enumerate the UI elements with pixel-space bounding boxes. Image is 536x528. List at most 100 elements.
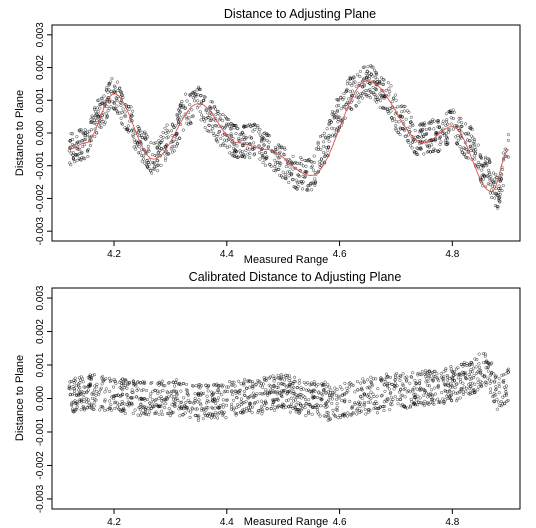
data-point <box>104 116 108 120</box>
data-point <box>130 390 134 394</box>
data-point <box>300 406 304 410</box>
data-point <box>93 384 97 388</box>
y-tick-label: -0.003 <box>35 217 46 246</box>
data-point <box>439 375 443 379</box>
data-point <box>173 397 178 401</box>
data-point <box>239 132 243 136</box>
data-point <box>332 412 336 416</box>
data-point <box>328 390 332 395</box>
data-point <box>266 145 270 149</box>
data-point <box>90 119 94 123</box>
data-point <box>446 375 450 379</box>
data-point <box>117 86 122 91</box>
data-point <box>371 74 375 78</box>
data-point <box>86 154 90 159</box>
data-point <box>486 360 490 364</box>
data-point <box>419 122 423 126</box>
data-point <box>406 133 410 137</box>
data-point <box>261 153 265 158</box>
data-point <box>484 381 488 385</box>
data-point <box>493 388 498 392</box>
data-point <box>143 397 147 401</box>
data-point <box>298 392 302 396</box>
data-point <box>450 375 454 379</box>
data-point <box>271 398 276 402</box>
data-point <box>319 147 323 152</box>
data-point <box>480 168 484 172</box>
data-point <box>489 175 493 179</box>
data-point <box>484 155 488 159</box>
data-point <box>436 384 440 388</box>
data-point <box>197 383 201 387</box>
data-point <box>334 415 338 419</box>
data-point <box>119 116 123 120</box>
data-point <box>489 387 493 391</box>
data-point <box>407 140 411 145</box>
data-point <box>119 121 124 125</box>
data-point <box>499 400 503 404</box>
data-point <box>275 147 279 151</box>
data-point <box>198 110 202 114</box>
data-point <box>238 139 242 143</box>
data-point <box>303 158 307 163</box>
data-point <box>163 384 167 388</box>
data-point <box>492 392 496 396</box>
data-point <box>140 135 144 139</box>
data-point <box>131 109 135 113</box>
data-point <box>332 134 336 138</box>
data-point <box>217 391 221 395</box>
data-point <box>497 384 501 389</box>
data-point <box>385 382 390 386</box>
data-point <box>234 406 239 410</box>
data-point <box>277 382 281 386</box>
data-point <box>468 370 472 374</box>
data-point <box>353 80 357 84</box>
data-point <box>224 398 228 402</box>
data-point <box>100 382 104 386</box>
data-point <box>145 388 149 393</box>
data-point <box>183 411 187 415</box>
data-point <box>422 152 426 156</box>
data-point <box>288 165 292 169</box>
data-point <box>284 399 289 403</box>
data-point <box>204 383 208 387</box>
data-point <box>339 107 343 111</box>
data-point <box>140 130 144 134</box>
bottom-x-axis: 4.2 4.4 4.6 4.8 <box>107 509 460 528</box>
data-point <box>253 122 257 126</box>
data-point <box>343 391 347 396</box>
data-point <box>163 405 167 410</box>
data-point <box>410 400 414 404</box>
data-point <box>142 154 146 158</box>
data-point <box>248 402 252 407</box>
data-point <box>159 394 163 399</box>
data-point <box>463 152 467 156</box>
data-point <box>180 99 184 104</box>
data-point <box>302 380 306 385</box>
data-point <box>443 382 447 386</box>
data-point <box>69 151 73 155</box>
data-point <box>199 100 203 104</box>
data-point <box>248 156 252 160</box>
data-point <box>204 107 208 111</box>
data-point <box>316 147 320 151</box>
data-point <box>405 375 409 379</box>
data-point <box>144 405 148 409</box>
data-point <box>387 382 391 386</box>
data-point <box>181 128 185 132</box>
data-point <box>312 395 316 400</box>
data-point <box>469 126 473 130</box>
data-point <box>355 380 359 384</box>
data-point <box>75 402 79 406</box>
data-point <box>359 394 363 398</box>
data-point <box>238 392 242 396</box>
data-point <box>398 390 402 394</box>
data-point <box>357 82 361 86</box>
data-point <box>488 182 492 186</box>
data-point <box>100 101 104 105</box>
data-point <box>76 382 80 386</box>
data-point <box>394 128 398 132</box>
data-point <box>379 378 383 382</box>
data-point <box>479 383 483 387</box>
